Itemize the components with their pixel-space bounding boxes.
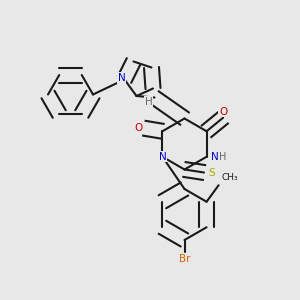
Text: N: N xyxy=(211,152,219,162)
Text: N: N xyxy=(158,152,166,162)
Text: N: N xyxy=(118,73,125,83)
Text: S: S xyxy=(208,167,215,178)
Text: O: O xyxy=(134,123,142,133)
Text: H: H xyxy=(219,152,226,162)
Text: O: O xyxy=(219,107,227,117)
Text: CH₃: CH₃ xyxy=(222,173,238,182)
Text: H: H xyxy=(145,97,152,107)
Text: Br: Br xyxy=(179,254,190,265)
